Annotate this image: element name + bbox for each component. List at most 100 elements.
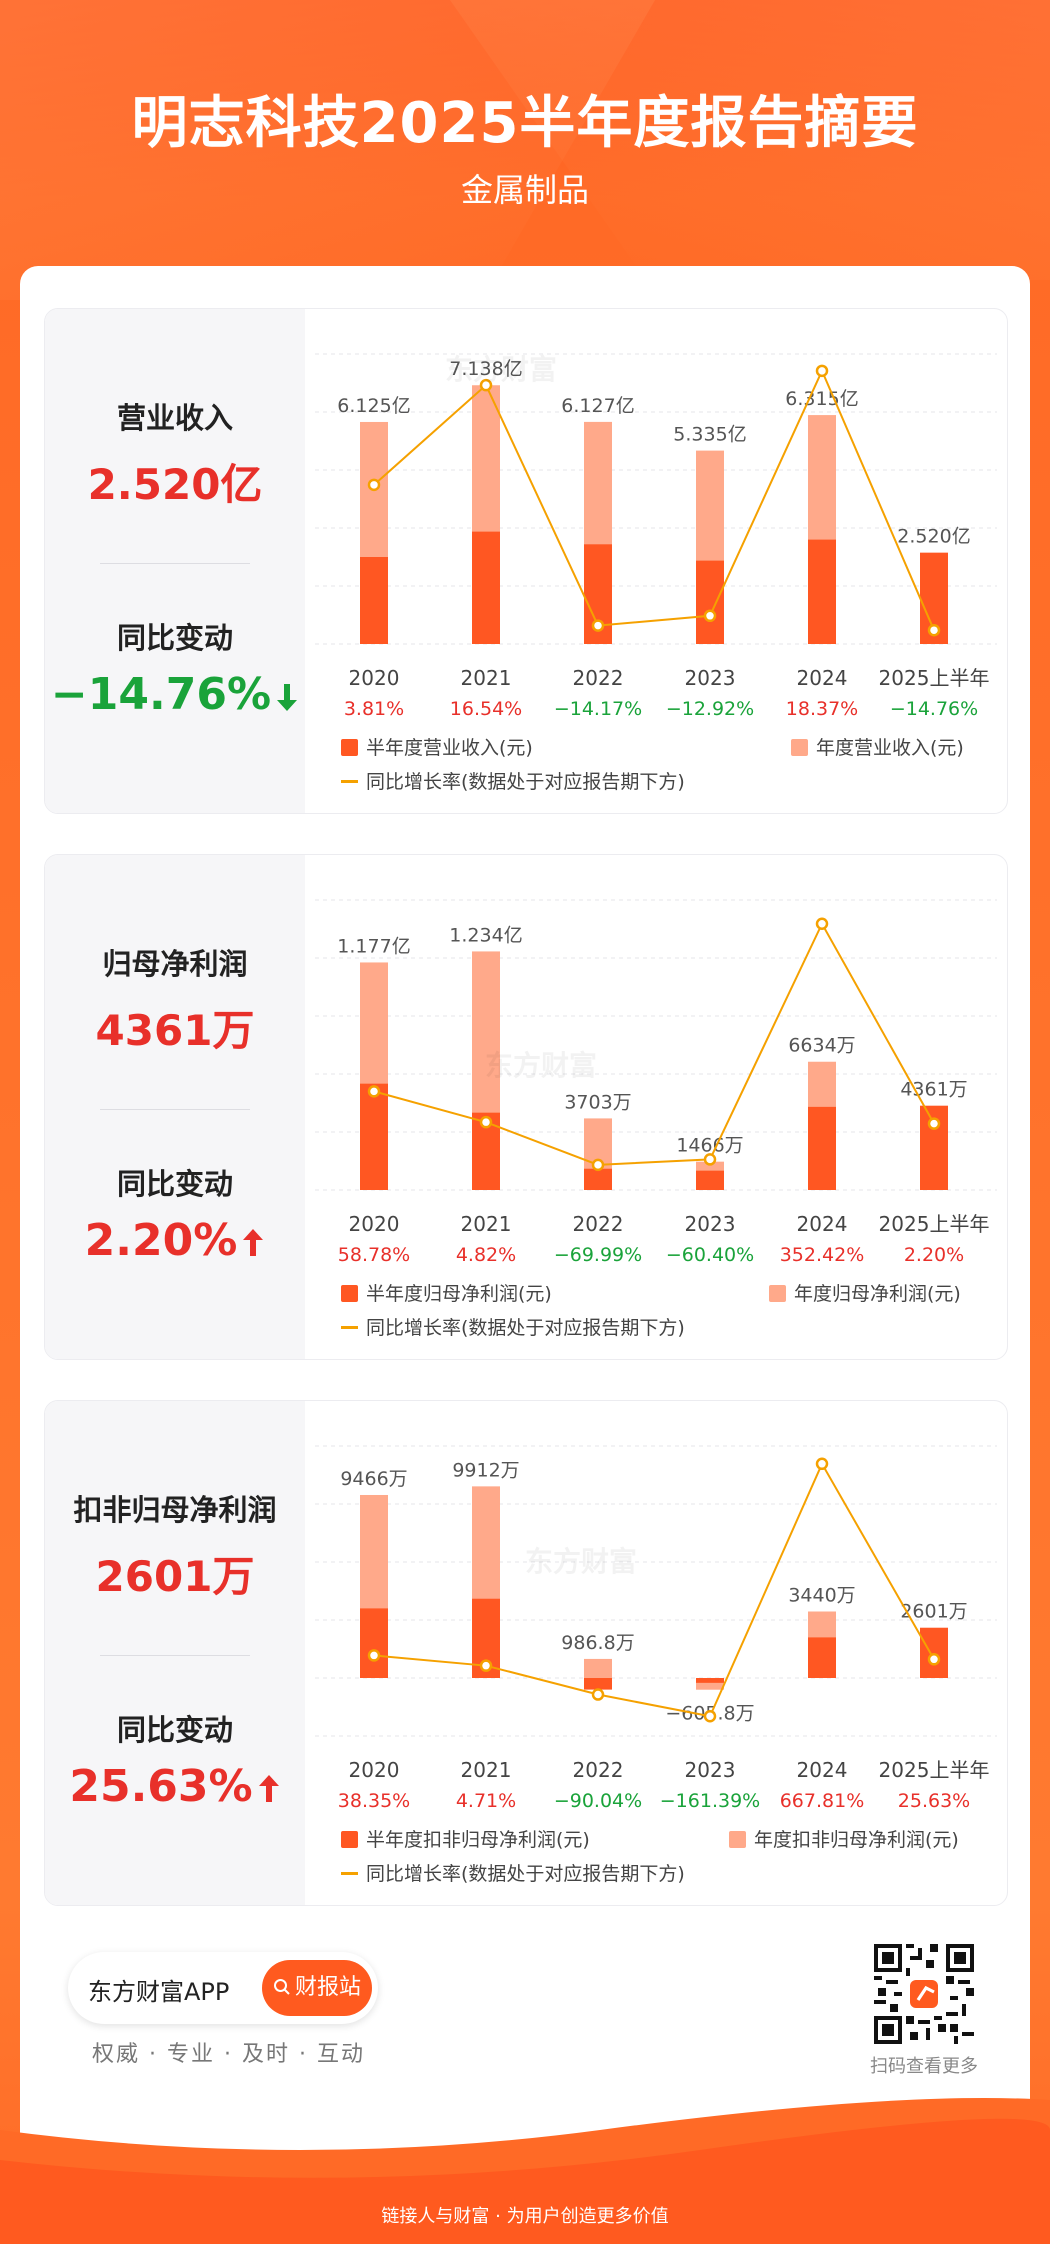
x-tick-label: 2021 bbox=[461, 1758, 512, 1782]
metric-name: 归母净利润 bbox=[102, 947, 248, 981]
report-station-button[interactable]: 财报站 bbox=[262, 1960, 372, 2016]
legend-annual-label: 年度归母净利润(元) bbox=[794, 1283, 961, 1305]
growth-point bbox=[479, 1659, 493, 1672]
growth-point bbox=[927, 1653, 941, 1666]
qr-code-icon[interactable] bbox=[874, 1944, 974, 2044]
growth-rate-label: 3.81% bbox=[344, 698, 404, 720]
slogan: 权威 · 专业 · 及时 · 互动 bbox=[92, 2042, 365, 2067]
legend-line: 同比增长率(数据处于对应报告期下方) bbox=[341, 1313, 685, 1340]
growth-rate-label: 667.81% bbox=[780, 1790, 865, 1812]
growth-point bbox=[703, 1709, 717, 1723]
change-value-text: −14.76% bbox=[50, 669, 272, 720]
legend-half-swatch bbox=[341, 739, 358, 756]
metric-name: 营业收入 bbox=[116, 401, 233, 435]
bar-value-label: 2.520亿 bbox=[897, 526, 970, 548]
legend-half: 半年度营业收入(元) bbox=[341, 733, 533, 760]
bar-value-label: 1.234亿 bbox=[449, 924, 522, 946]
legend-line-swatch bbox=[341, 780, 358, 783]
bar-value-label: 3440万 bbox=[788, 1584, 855, 1606]
growth-rate-label: 352.42% bbox=[780, 1244, 865, 1266]
half-year-bar bbox=[808, 1106, 836, 1190]
x-tick-label: 2020 bbox=[349, 1212, 400, 1236]
growth-rate-label: −14.76% bbox=[890, 698, 978, 720]
metric-panel: 扣非归母净利润 2601万 同比变动 25.63% bbox=[45, 1401, 305, 1905]
arrow-down-icon bbox=[275, 672, 299, 723]
metric-panel: 营业收入 2.520亿 同比变动 −14.76% bbox=[45, 309, 305, 813]
legend-annual-swatch bbox=[729, 1831, 746, 1848]
change-value: 2.20% bbox=[45, 1215, 305, 1269]
x-tick-label: 2025上半年 bbox=[879, 1212, 990, 1236]
legend-half: 半年度扣非归母净利润(元) bbox=[341, 1825, 590, 1852]
legend-annual: 年度归母净利润(元) bbox=[769, 1279, 961, 1306]
half-year-bar bbox=[808, 1637, 836, 1678]
growth-point bbox=[367, 1085, 381, 1098]
growth-point bbox=[815, 364, 829, 378]
annual-bar bbox=[696, 1678, 724, 1690]
arrow-up-icon bbox=[241, 1218, 265, 1269]
bar-value-label: 1466万 bbox=[676, 1135, 743, 1157]
growth-rate-label: 4.82% bbox=[456, 1244, 516, 1266]
growth-point bbox=[927, 623, 941, 637]
revenue-section: 营业收入 2.520亿 同比变动 −14.76% 6.125亿 2020 3.81%… bbox=[44, 308, 1008, 814]
growth-point bbox=[703, 609, 717, 623]
x-tick-label: 2020 bbox=[349, 1758, 400, 1782]
legend-line-label: 同比增长率(数据处于对应报告期下方) bbox=[366, 1317, 685, 1339]
legend-annual-swatch bbox=[769, 1285, 786, 1302]
growth-rate-label: −69.99% bbox=[554, 1244, 642, 1266]
half-year-bar bbox=[472, 531, 500, 644]
half-year-bar bbox=[360, 557, 388, 644]
x-tick-label: 2021 bbox=[461, 1212, 512, 1236]
qr-caption: 扫码查看更多 bbox=[870, 2056, 978, 2077]
page-subtitle: 金属制品 bbox=[460, 171, 589, 209]
growth-point bbox=[815, 917, 829, 930]
growth-rate-label: 58.78% bbox=[338, 1244, 410, 1266]
legend-half-label: 半年度归母净利润(元) bbox=[366, 1283, 552, 1305]
growth-point bbox=[591, 1158, 605, 1172]
legend-half-swatch bbox=[341, 1285, 358, 1302]
bar-value-label: 2601万 bbox=[900, 1601, 967, 1623]
net-profit-chart: 1.177亿 2020 58.78% 1.234亿 2021 4.82% 3703万 2022… bbox=[315, 899, 997, 1266]
metric-value: 4361万 bbox=[95, 1006, 255, 1055]
legend-line-label: 同比增长率(数据处于对应报告期下方) bbox=[366, 771, 685, 793]
growth-rate-label: 18.37% bbox=[786, 698, 858, 720]
metric-value: 2601万 bbox=[95, 1552, 255, 1601]
growth-rate-label: −12.92% bbox=[666, 698, 754, 720]
growth-point bbox=[479, 1115, 493, 1129]
half-year-bar bbox=[696, 1678, 724, 1683]
x-tick-label: 2024 bbox=[797, 1758, 848, 1782]
x-tick-label: 2024 bbox=[797, 1212, 848, 1236]
growth-point bbox=[927, 1117, 941, 1130]
app-search-pill[interactable]: 东方财富APP 财报站 bbox=[68, 1952, 378, 2024]
bar-value-label: 6634万 bbox=[788, 1035, 855, 1057]
legend-annual-label: 年度营业收入(元) bbox=[816, 737, 964, 759]
growth-point bbox=[591, 619, 605, 632]
growth-rate-label: −161.39% bbox=[660, 1790, 760, 1812]
growth-point bbox=[591, 1688, 605, 1701]
growth-point bbox=[367, 1649, 381, 1662]
growth-rate-label: −60.40% bbox=[666, 1244, 754, 1266]
x-tick-label: 2023 bbox=[685, 1758, 736, 1782]
growth-point bbox=[479, 378, 493, 392]
net-profit-section: 归母净利润 4361万 同比变动 2.20% 1.177亿 2020 58.78% 1… bbox=[44, 854, 1008, 1360]
bar-value-label: 986.8万 bbox=[561, 1632, 634, 1654]
growth-point bbox=[815, 1457, 829, 1471]
divider bbox=[100, 1109, 250, 1110]
bar-value-label: 6.315亿 bbox=[785, 388, 858, 410]
half-year-bar bbox=[584, 1168, 612, 1190]
half-year-bar bbox=[360, 1608, 388, 1678]
x-tick-label: 2022 bbox=[573, 1758, 624, 1782]
watermark: 东方财富 bbox=[445, 353, 557, 386]
growth-point bbox=[367, 478, 381, 492]
x-tick-label: 2023 bbox=[685, 1212, 736, 1236]
growth-line bbox=[373, 1461, 935, 1718]
legend-annual-swatch bbox=[791, 739, 808, 756]
revenue-chart: 6.125亿 2020 3.81% 7.138亿 2021 16.54% 6.127亿 202… bbox=[315, 353, 997, 720]
x-tick-label: 2022 bbox=[573, 1212, 624, 1236]
growth-rate-label: 16.54% bbox=[450, 698, 522, 720]
bottom-tagline: 链接人与财富 · 为用户创造更多价值 bbox=[381, 2206, 669, 2227]
bar-value-label: 3703万 bbox=[564, 1091, 631, 1113]
x-tick-label: 2025上半年 bbox=[879, 666, 990, 690]
growth-point bbox=[703, 1153, 717, 1166]
legend-half-swatch bbox=[341, 1831, 358, 1848]
legend-annual: 年度营业收入(元) bbox=[791, 733, 964, 760]
